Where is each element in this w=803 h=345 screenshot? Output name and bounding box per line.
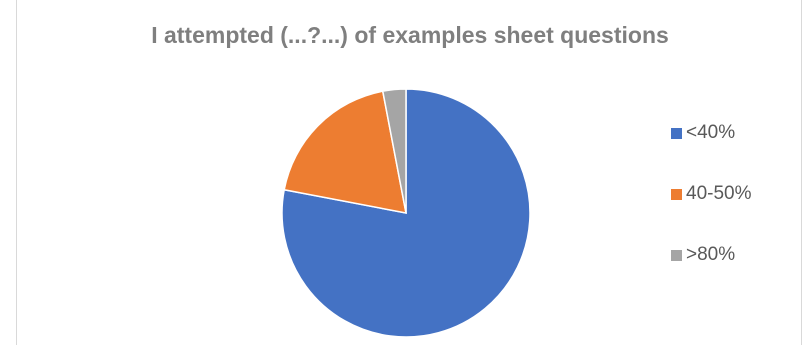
legend-swatch-0 bbox=[671, 127, 682, 139]
legend-label-2: >80% bbox=[686, 244, 736, 265]
legend-item-2: >80% bbox=[671, 244, 752, 266]
chart-title: I attempted (...?...) of examples sheet … bbox=[151, 22, 669, 48]
legend-label-0: <40% bbox=[686, 122, 736, 143]
legend-label-1: 40-50% bbox=[686, 183, 752, 204]
pie-chart bbox=[281, 88, 531, 338]
pie-slices bbox=[281, 88, 531, 338]
legend-item-1: 40-50% bbox=[671, 183, 752, 205]
legend: <40% 40-50% >80% bbox=[671, 122, 752, 305]
pie-slice-80 bbox=[381, 88, 407, 214]
chart-frame: I attempted (...?...) of examples sheet … bbox=[16, 0, 802, 345]
legend-swatch-2 bbox=[671, 249, 682, 261]
pie-slice-40-50 bbox=[283, 90, 407, 214]
legend-swatch-1 bbox=[671, 188, 682, 200]
legend-item-0: <40% bbox=[671, 122, 752, 144]
